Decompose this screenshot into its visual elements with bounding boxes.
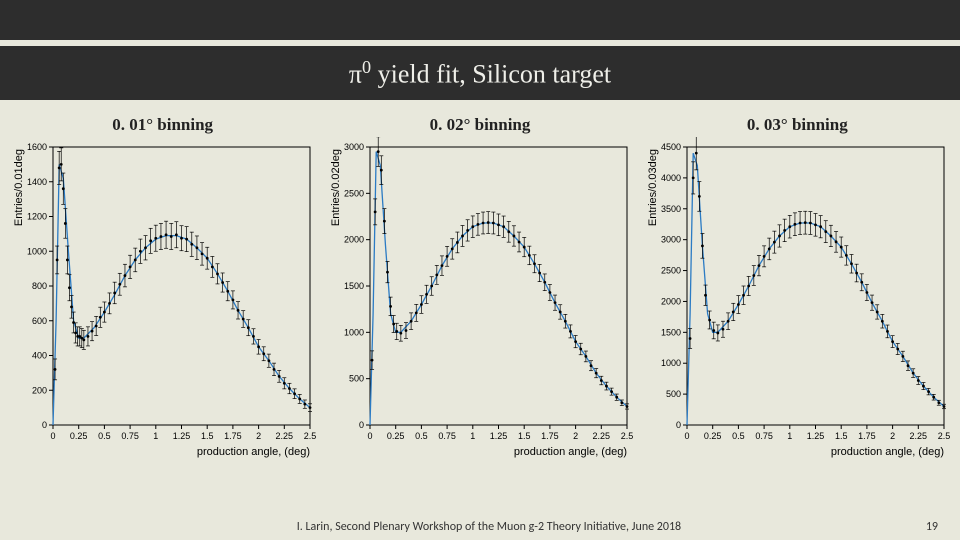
title-band: π0 yield fit, Silicon target xyxy=(0,46,960,100)
panel-0: 0. 01° binning 0 0.25 0.5 0.75 1 1.25 1.5 1.75 2… xyxy=(8,115,318,467)
svg-text:1.75: 1.75 xyxy=(224,431,242,441)
header-band xyxy=(0,0,960,40)
svg-text:1.5: 1.5 xyxy=(201,431,214,441)
panel-2-title: 0. 03° binning xyxy=(642,115,952,135)
svg-text:1000: 1000 xyxy=(661,358,681,368)
panel-2-chart: 0 0.25 0.5 0.75 1 1.25 1.5 1.75 2 2.25 2.5 0 500 1000… xyxy=(642,137,952,467)
svg-text:1.25: 1.25 xyxy=(807,431,825,441)
footer-spacer xyxy=(22,520,52,534)
svg-text:1600: 1600 xyxy=(27,142,47,152)
svg-text:3500: 3500 xyxy=(661,204,681,214)
svg-text:0: 0 xyxy=(42,420,47,430)
svg-text:1: 1 xyxy=(153,431,158,441)
footer-text: I. Larin, Second Plenary Workshop of the… xyxy=(297,520,681,534)
svg-text:1: 1 xyxy=(788,431,793,441)
svg-text:0.5: 0.5 xyxy=(732,431,745,441)
svg-text:200: 200 xyxy=(32,385,47,395)
panel-1-title: 0. 02° binning xyxy=(325,115,635,135)
panel-0-chart: 0 0.25 0.5 0.75 1 1.25 1.5 1.75 2 2.25 2.5 0 200 400 6… xyxy=(8,137,318,467)
svg-text:1.25: 1.25 xyxy=(172,431,190,441)
svg-text:0.5: 0.5 xyxy=(98,431,111,441)
svg-text:3000: 3000 xyxy=(344,142,364,152)
svg-text:1500: 1500 xyxy=(661,327,681,337)
svg-text:1.5: 1.5 xyxy=(518,431,531,441)
svg-text:1000: 1000 xyxy=(344,327,364,337)
svg-text:2.25: 2.25 xyxy=(275,431,293,441)
svg-text:500: 500 xyxy=(666,389,681,399)
svg-text:2: 2 xyxy=(890,431,895,441)
svg-text:0.75: 0.75 xyxy=(438,431,456,441)
svg-text:0.5: 0.5 xyxy=(415,431,428,441)
svg-text:2.5: 2.5 xyxy=(621,431,634,441)
svg-text:1.25: 1.25 xyxy=(490,431,508,441)
svg-text:0: 0 xyxy=(685,431,690,441)
svg-text:Entries/0.02deg: Entries/0.02deg xyxy=(330,149,342,226)
svg-text:Entries/0.03deg: Entries/0.03deg xyxy=(647,149,659,226)
footer: I. Larin, Second Plenary Workshop of the… xyxy=(0,520,960,534)
svg-text:0.75: 0.75 xyxy=(756,431,774,441)
svg-text:4000: 4000 xyxy=(661,173,681,183)
svg-text:1: 1 xyxy=(470,431,475,441)
svg-text:2.25: 2.25 xyxy=(593,431,611,441)
svg-text:2.5: 2.5 xyxy=(303,431,316,441)
slide-title: π0 yield fit, Silicon target xyxy=(349,57,611,90)
svg-text:0.75: 0.75 xyxy=(121,431,139,441)
svg-text:0: 0 xyxy=(359,420,364,430)
svg-text:0.25: 0.25 xyxy=(70,431,88,441)
svg-text:1.75: 1.75 xyxy=(541,431,559,441)
svg-text:4500: 4500 xyxy=(661,142,681,152)
svg-text:500: 500 xyxy=(349,374,364,384)
svg-text:1200: 1200 xyxy=(27,212,47,222)
panel-1-chart: 0 0.25 0.5 0.75 1 1.25 1.5 1.75 2 2.25 2.5 0 500 1000… xyxy=(325,137,635,467)
svg-text:2000: 2000 xyxy=(661,296,681,306)
svg-text:3000: 3000 xyxy=(661,235,681,245)
svg-text:production angle, (deg): production angle, (deg) xyxy=(197,446,310,458)
svg-text:2: 2 xyxy=(573,431,578,441)
svg-text:400: 400 xyxy=(32,351,47,361)
svg-text:2500: 2500 xyxy=(344,188,364,198)
svg-text:Entries/0.01deg: Entries/0.01deg xyxy=(13,149,25,226)
title-sup: 0 xyxy=(362,57,371,77)
svg-text:0: 0 xyxy=(676,420,681,430)
svg-text:800: 800 xyxy=(32,281,47,291)
svg-text:0.25: 0.25 xyxy=(704,431,722,441)
svg-text:production angle, (deg): production angle, (deg) xyxy=(514,446,627,458)
panel-2: 0. 03° binning 0 0.25 0.5 0.75 1 1.25 1.5 1.75 2… xyxy=(642,115,952,467)
title-prefix: π xyxy=(349,59,362,88)
svg-text:2: 2 xyxy=(256,431,261,441)
title-rest: yield fit, Silicon target xyxy=(371,59,611,88)
svg-text:2000: 2000 xyxy=(344,235,364,245)
svg-text:0: 0 xyxy=(367,431,372,441)
svg-text:600: 600 xyxy=(32,316,47,326)
svg-text:1500: 1500 xyxy=(344,281,364,291)
svg-text:2500: 2500 xyxy=(661,266,681,276)
svg-text:2.5: 2.5 xyxy=(938,431,951,441)
page-number: 19 xyxy=(926,520,938,534)
svg-text:0: 0 xyxy=(50,431,55,441)
svg-text:2.25: 2.25 xyxy=(910,431,928,441)
chart-panels-row: 0. 01° binning 0 0.25 0.5 0.75 1 1.25 1.5 1.75 2… xyxy=(0,115,960,467)
svg-text:1.75: 1.75 xyxy=(858,431,876,441)
svg-text:1000: 1000 xyxy=(27,246,47,256)
svg-text:0.25: 0.25 xyxy=(387,431,405,441)
svg-text:1.5: 1.5 xyxy=(835,431,848,441)
svg-text:production angle, (deg): production angle, (deg) xyxy=(831,446,944,458)
svg-text:1400: 1400 xyxy=(27,177,47,187)
panel-0-title: 0. 01° binning xyxy=(8,115,318,135)
panel-1: 0. 02° binning 0 0.25 0.5 0.75 1 1.25 1.5 1.75 2… xyxy=(325,115,635,467)
